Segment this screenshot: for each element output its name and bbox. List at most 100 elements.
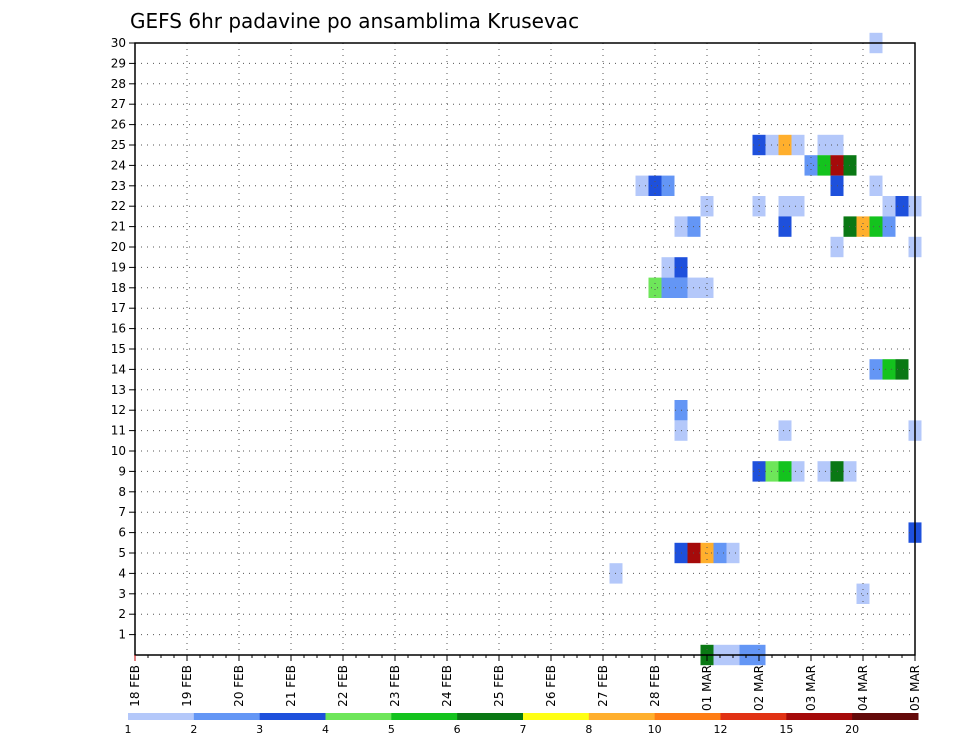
- y-tick-label: 20: [111, 240, 126, 254]
- heatmap-cell: [791, 196, 805, 217]
- x-tick-label: 04 MAR: [856, 665, 870, 711]
- heatmap-cell: [661, 175, 675, 196]
- legend-label: 7: [520, 723, 527, 736]
- x-tick-label: 20 FEB: [232, 665, 246, 707]
- heatmap-cell: [869, 175, 883, 196]
- x-tick-label: 18 FEB: [128, 665, 142, 707]
- legend-swatch: [457, 713, 524, 720]
- y-tick-label: 6: [118, 526, 126, 540]
- heatmap-cell: [869, 359, 883, 380]
- heatmap-cell: [882, 216, 896, 237]
- y-tick-label: 29: [111, 56, 126, 70]
- x-axis: 18 FEB 19 FEB 20 FEB 21 FEB 22 FEB 23 FEB 24 F…: [128, 655, 922, 711]
- y-tick-label: 21: [111, 220, 126, 234]
- y-tick-label: 5: [118, 546, 126, 560]
- y-tick-label: 30: [111, 36, 126, 50]
- y-tick-label: 15: [111, 342, 126, 356]
- grid-lines: [135, 42, 915, 655]
- y-tick-label: 7: [118, 505, 126, 519]
- heatmap-cell: [726, 542, 740, 564]
- legend-swatch: [720, 713, 787, 720]
- legend-label: 5: [388, 723, 395, 736]
- y-tick-label: 25: [111, 138, 126, 152]
- heatmap-cell: [817, 461, 831, 482]
- legend-label: 6: [454, 723, 461, 736]
- chart-title: GEFS 6hr padavine po ansamblima Krusevac: [130, 9, 579, 33]
- legend-swatch: [128, 713, 195, 720]
- y-tick-label: 10: [111, 444, 126, 458]
- legend-label: 8: [585, 723, 592, 736]
- heatmap-cell: [661, 277, 675, 298]
- heatmap-cell: [817, 155, 831, 176]
- heatmap-cell: [778, 134, 792, 156]
- y-tick-label: 11: [111, 424, 126, 438]
- y-tick-label: 16: [111, 322, 126, 336]
- legend-swatch: [852, 713, 919, 720]
- y-tick-label: 22: [111, 199, 126, 213]
- y-tick-label: 2: [118, 607, 126, 621]
- heatmap-cell: [635, 175, 649, 196]
- x-tick-label: 02 MAR: [752, 665, 766, 711]
- y-tick-label: 8: [118, 485, 126, 499]
- heatmap-cell: [648, 277, 662, 298]
- x-tick-label: 28 FEB: [648, 665, 662, 707]
- heatmap-cell: [778, 216, 792, 237]
- heatmap-cell: [700, 196, 714, 217]
- heatmap-cell: [778, 420, 792, 441]
- heatmap-cell: [804, 155, 818, 176]
- y-tick-label: 28: [111, 77, 126, 91]
- x-tick-label: 26 FEB: [544, 665, 558, 707]
- legend-label: 4: [322, 723, 329, 736]
- heatmap-cell: [713, 542, 727, 564]
- heatmap-cell: [700, 277, 714, 298]
- legend-swatch: [325, 713, 392, 720]
- legend-label: 10: [648, 723, 662, 736]
- legend-label: 1: [125, 723, 132, 736]
- y-tick-label: 1: [118, 628, 126, 642]
- y-tick-label: 26: [111, 118, 126, 132]
- y-tick-label: 12: [111, 403, 126, 417]
- x-tick-label: 25 FEB: [492, 665, 506, 707]
- legend-label: 2: [190, 723, 197, 736]
- legend-swatch: [786, 713, 853, 720]
- y-tick-label: 24: [111, 158, 126, 172]
- legend-label: 3: [256, 723, 263, 736]
- y-tick-label: 23: [111, 179, 126, 193]
- heatmap-cell: [882, 196, 896, 217]
- heatmap-cell: [791, 134, 805, 156]
- heatmap-cell: [648, 175, 662, 196]
- y-tick-label: 19: [111, 260, 126, 274]
- heatmap-cell: [882, 359, 896, 380]
- heatmap-cell: [856, 583, 870, 604]
- x-tick-label: 23 FEB: [388, 665, 402, 707]
- x-tick-label: 24 FEB: [440, 665, 454, 707]
- heatmap-cell: [778, 196, 792, 217]
- x-tick-label: 27 FEB: [596, 665, 610, 707]
- legend-label: 12: [714, 723, 728, 736]
- heatmap-cell: [778, 461, 792, 482]
- legend-label: 15: [779, 723, 793, 736]
- legend-swatch: [193, 713, 261, 720]
- heatmap-cell: [791, 461, 805, 482]
- legend-swatch: [588, 713, 656, 720]
- legend-swatch: [391, 713, 458, 720]
- x-tick-label: 05 MAR: [908, 665, 922, 711]
- y-tick-label: 17: [111, 301, 126, 315]
- legend: 1 2 3 4 5 6 7 8 10 12 15 20: [125, 713, 919, 736]
- x-tick-label: 01 MAR: [700, 665, 714, 711]
- x-tick-label: 21 FEB: [284, 665, 298, 707]
- legend-label: 20: [845, 723, 859, 736]
- y-tick-label: 3: [118, 587, 126, 601]
- y-tick-label: 9: [118, 464, 126, 478]
- x-tick-label: 03 MAR: [804, 665, 818, 711]
- heatmap-cell: [895, 359, 909, 380]
- y-tick-label: 18: [111, 281, 126, 295]
- heatmap-cell: [869, 216, 883, 237]
- y-tick-label: 14: [111, 362, 126, 376]
- x-tick-label: 22 FEB: [336, 665, 350, 707]
- heatmap-cell: [895, 196, 909, 217]
- heatmap-cell: [817, 134, 831, 156]
- legend-swatch: [523, 713, 590, 720]
- y-tick-label: 13: [111, 383, 126, 397]
